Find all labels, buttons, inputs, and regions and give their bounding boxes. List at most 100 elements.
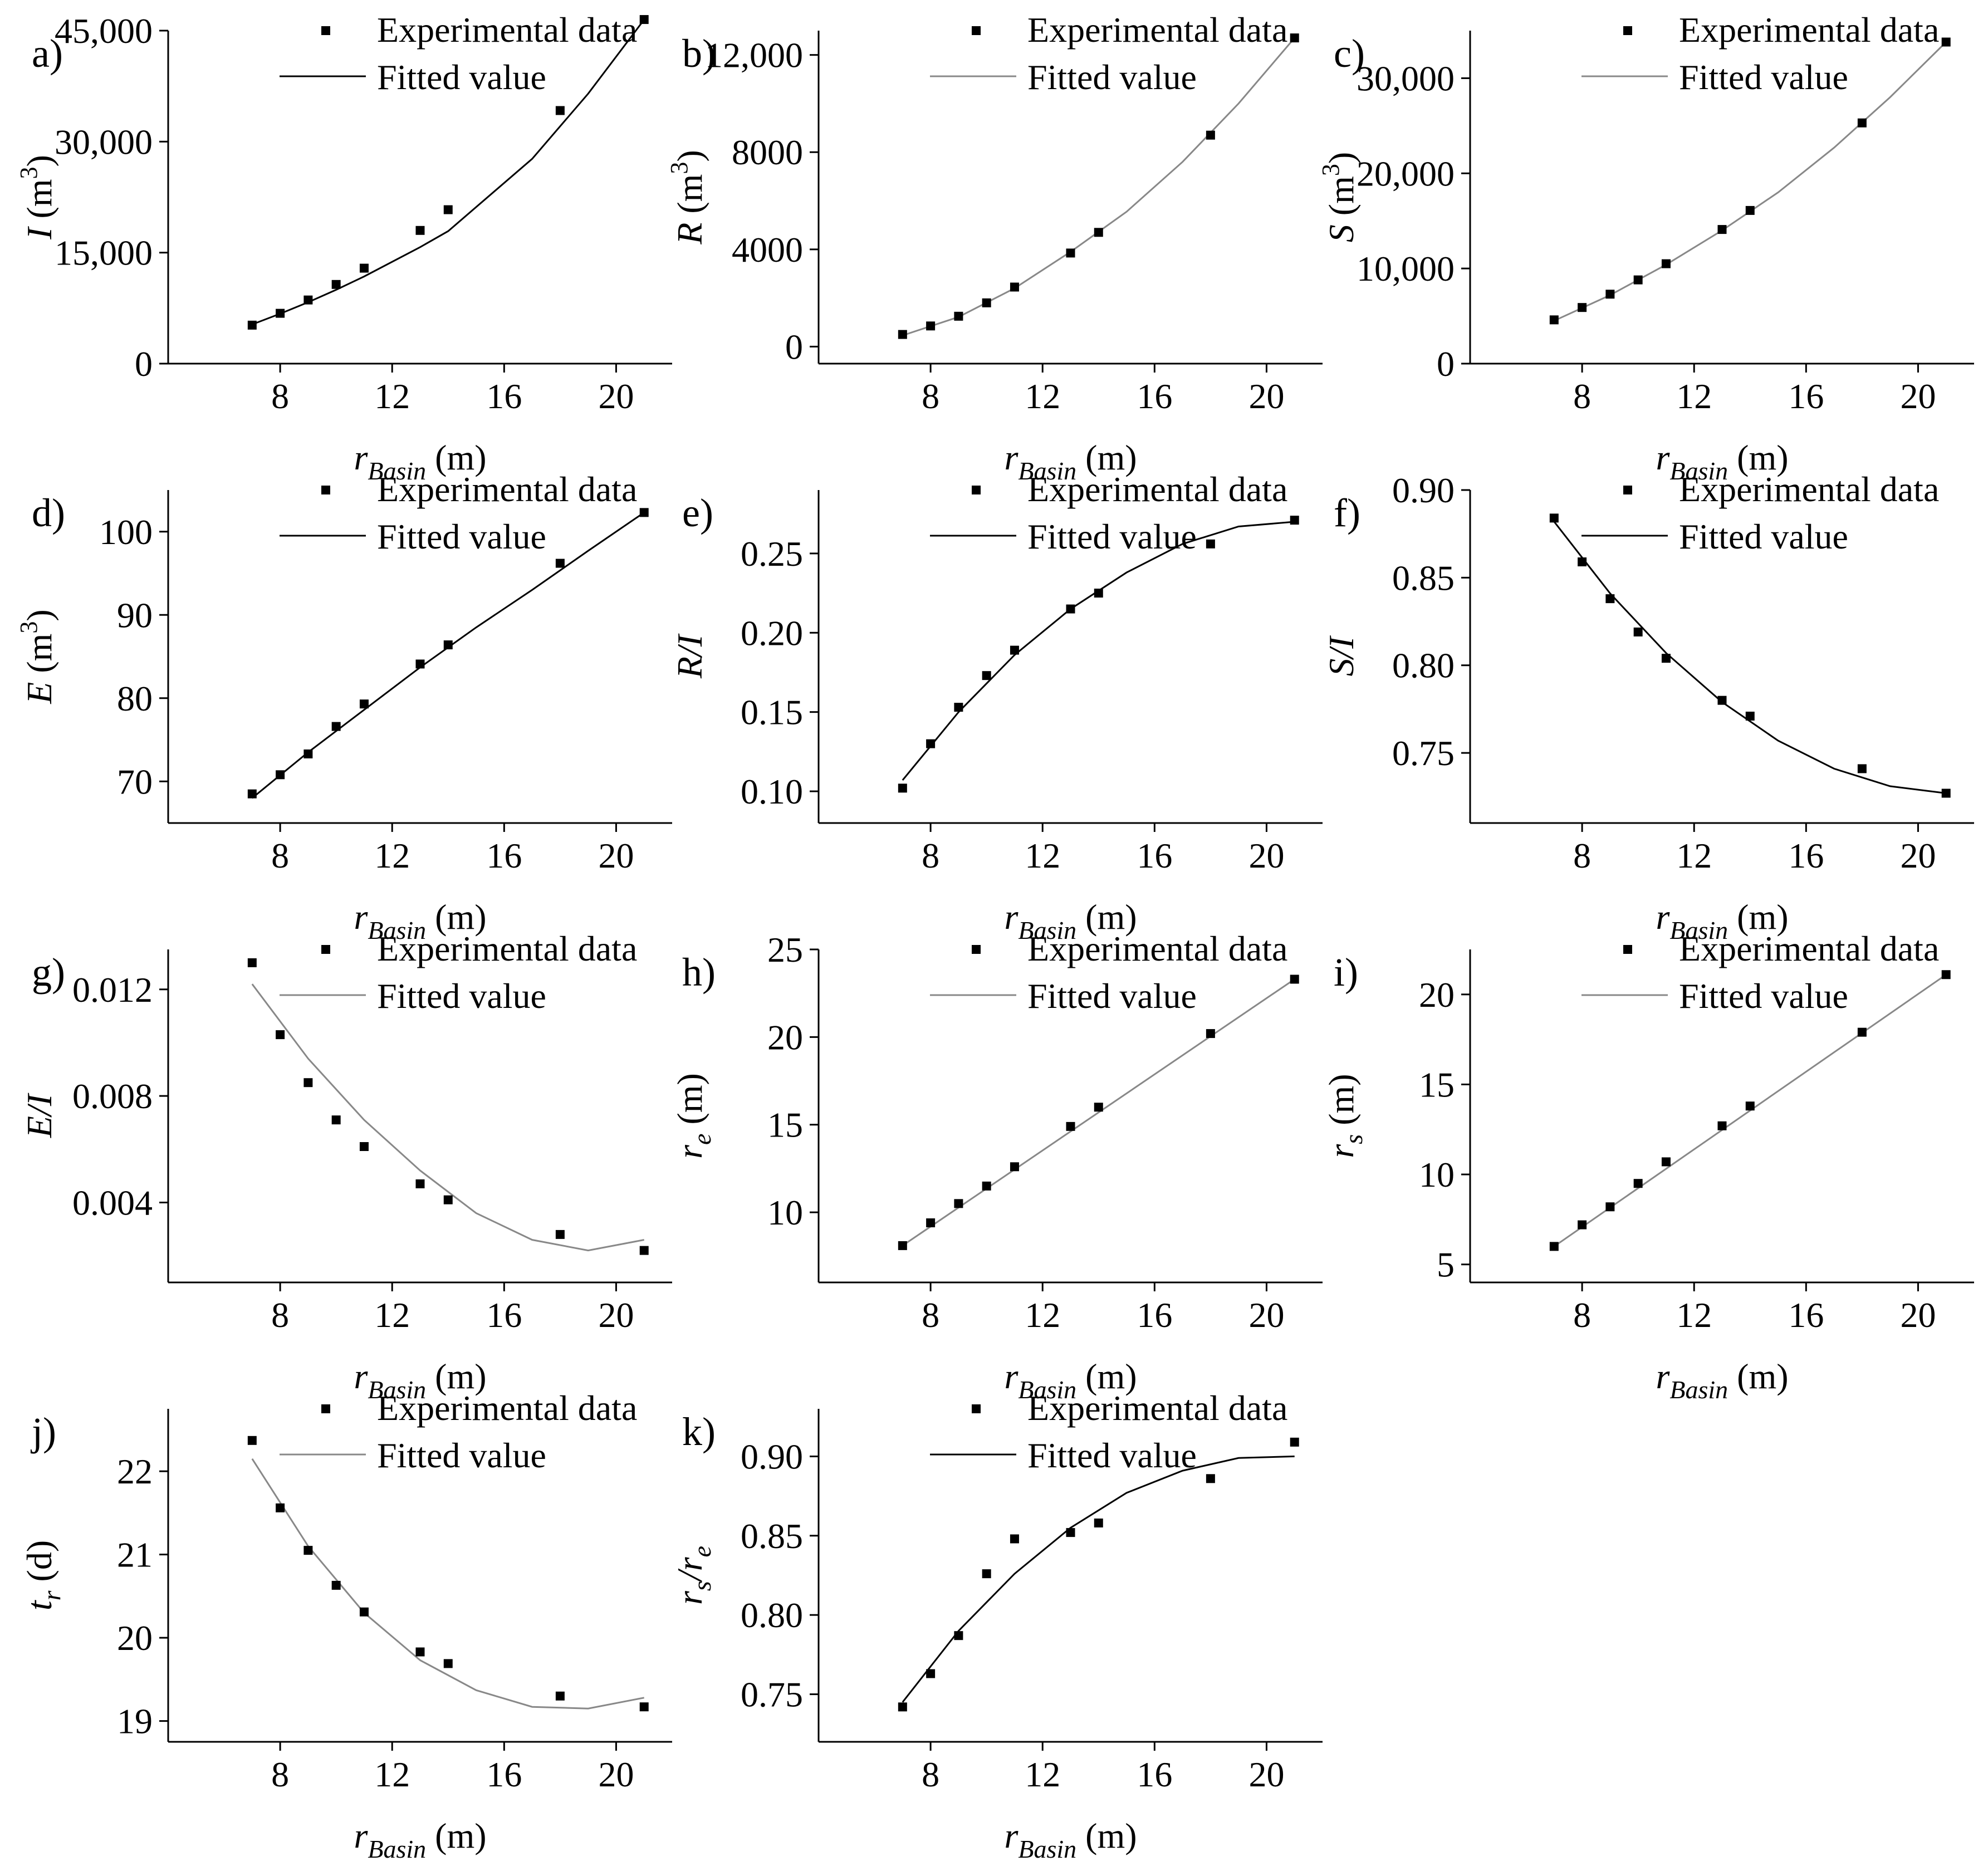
- x-tick-label: 12: [1676, 836, 1712, 875]
- data-point: [1857, 764, 1867, 773]
- data-point: [1745, 1101, 1755, 1111]
- y-tick-label: 0.008: [72, 1076, 153, 1116]
- y-tick-label: 80: [117, 679, 153, 718]
- legend-label-fitted: Fitted value: [1027, 57, 1197, 97]
- chart-panel-j: 8 12 16 20 19 20 21 22 j) Experimental data Fitted…: [19, 1388, 672, 1863]
- legend-label-experimental: Experimental data: [377, 929, 637, 968]
- data-point: [1661, 654, 1671, 663]
- x-axis-label: rBasin (m): [1004, 1816, 1137, 1863]
- y-tick-label: 0.80: [741, 1595, 803, 1635]
- x-axis-label: rBasin (m): [1004, 897, 1137, 944]
- data-point: [898, 1702, 907, 1712]
- panel-label: i): [1334, 950, 1358, 995]
- data-point: [555, 1230, 565, 1239]
- x-axis-label: rBasin (m): [1656, 1356, 1788, 1404]
- data-point: [1549, 1242, 1559, 1251]
- data-point: [415, 1179, 425, 1188]
- y-tick-label: 15: [1419, 1065, 1455, 1104]
- legend-label-experimental: Experimental data: [1679, 929, 1939, 968]
- data-point: [247, 320, 257, 330]
- legend-label-experimental: Experimental data: [1027, 469, 1287, 509]
- data-point: [954, 1199, 963, 1208]
- x-tick-label: 16: [1788, 836, 1824, 875]
- y-tick-label: 20: [117, 1618, 153, 1658]
- legend-marker-experimental: [321, 26, 330, 35]
- data-point: [276, 1030, 285, 1040]
- data-point: [331, 1580, 341, 1590]
- panel-label: g): [32, 950, 65, 995]
- data-point: [1094, 1519, 1103, 1528]
- data-point: [982, 1569, 991, 1579]
- data-point: [1066, 604, 1075, 614]
- x-tick-label: 8: [1573, 376, 1591, 416]
- fitted-curve: [902, 1455, 1295, 1703]
- data-point: [1717, 225, 1727, 234]
- x-tick-label: 8: [271, 1755, 289, 1794]
- y-tick-label: 25: [767, 930, 803, 969]
- chart-panel-h: 8 12 16 20 10 15 20 25 h) Experimental data Fitted…: [670, 929, 1323, 1404]
- data-point: [1010, 282, 1019, 292]
- legend-label-experimental: Experimental data: [377, 1388, 637, 1428]
- y-tick-label: 10,000: [1357, 249, 1455, 288]
- data-point: [1066, 1528, 1075, 1537]
- data-point: [247, 958, 257, 967]
- fitted-curve: [252, 19, 645, 326]
- legend-label-experimental: Experimental data: [1027, 1388, 1287, 1428]
- y-axis-label: rs (m): [1321, 1074, 1368, 1158]
- data-point: [1578, 303, 1587, 312]
- x-tick-label: 20: [1900, 1295, 1936, 1335]
- x-tick-label: 8: [922, 376, 939, 416]
- legend-label-fitted: Fitted value: [1027, 1436, 1197, 1475]
- data-point: [415, 659, 425, 669]
- data-point: [954, 703, 963, 712]
- data-point: [1605, 290, 1615, 299]
- x-tick-label: 20: [598, 1295, 634, 1335]
- x-tick-label: 12: [1025, 1295, 1060, 1335]
- y-tick-label: 0.25: [741, 534, 803, 574]
- y-tick-label: 0.10: [741, 772, 803, 811]
- fitted-curve: [902, 978, 1295, 1247]
- x-axis-label: rBasin (m): [1004, 1356, 1137, 1404]
- data-point: [1066, 1121, 1075, 1131]
- data-point: [359, 1607, 369, 1617]
- panel-label: d): [32, 491, 65, 535]
- chart-panel-d: 8 12 16 20 70 80 90 100 d) Experimental data Fitte…: [15, 469, 672, 944]
- y-tick-label: 45,000: [55, 11, 153, 51]
- data-point: [1010, 645, 1019, 655]
- data-point: [555, 106, 565, 115]
- x-tick-label: 16: [486, 836, 522, 875]
- x-tick-label: 20: [1248, 836, 1284, 875]
- y-axis-label: re (m): [670, 1073, 716, 1159]
- y-tick-label: 0.75: [1392, 733, 1455, 773]
- data-point: [926, 1669, 936, 1678]
- legend-label-fitted: Fitted value: [377, 976, 546, 1016]
- y-tick-label: 0: [135, 344, 153, 384]
- y-tick-label: 0.85: [741, 1516, 803, 1556]
- y-axis-label: E/I: [19, 1093, 59, 1138]
- y-tick-label: 10: [767, 1193, 803, 1232]
- legend-label-fitted: Fitted value: [377, 1436, 546, 1475]
- data-point: [1010, 1534, 1019, 1544]
- x-tick-label: 20: [598, 1755, 634, 1794]
- y-tick-label: 22: [117, 1452, 153, 1491]
- y-tick-label: 0.20: [741, 613, 803, 653]
- y-tick-label: 0.012: [72, 970, 153, 1010]
- x-tick-label: 16: [486, 1755, 522, 1794]
- data-point: [1290, 33, 1299, 43]
- data-point: [1094, 1103, 1103, 1112]
- data-point: [1661, 1157, 1671, 1167]
- legend-label-fitted: Fitted value: [377, 57, 546, 97]
- x-tick-label: 20: [1248, 1755, 1284, 1794]
- y-tick-label: 0.80: [1392, 646, 1455, 685]
- data-point: [555, 559, 565, 568]
- data-point: [303, 295, 313, 305]
- y-tick-label: 0.75: [741, 1675, 803, 1715]
- data-point: [1857, 1027, 1867, 1037]
- y-tick-label: 20: [767, 1017, 803, 1057]
- data-point: [443, 205, 453, 214]
- data-point: [276, 770, 285, 780]
- x-tick-label: 16: [1137, 1755, 1172, 1794]
- legend-marker-experimental: [321, 486, 330, 494]
- data-point: [303, 1546, 313, 1555]
- data-point: [1661, 259, 1671, 268]
